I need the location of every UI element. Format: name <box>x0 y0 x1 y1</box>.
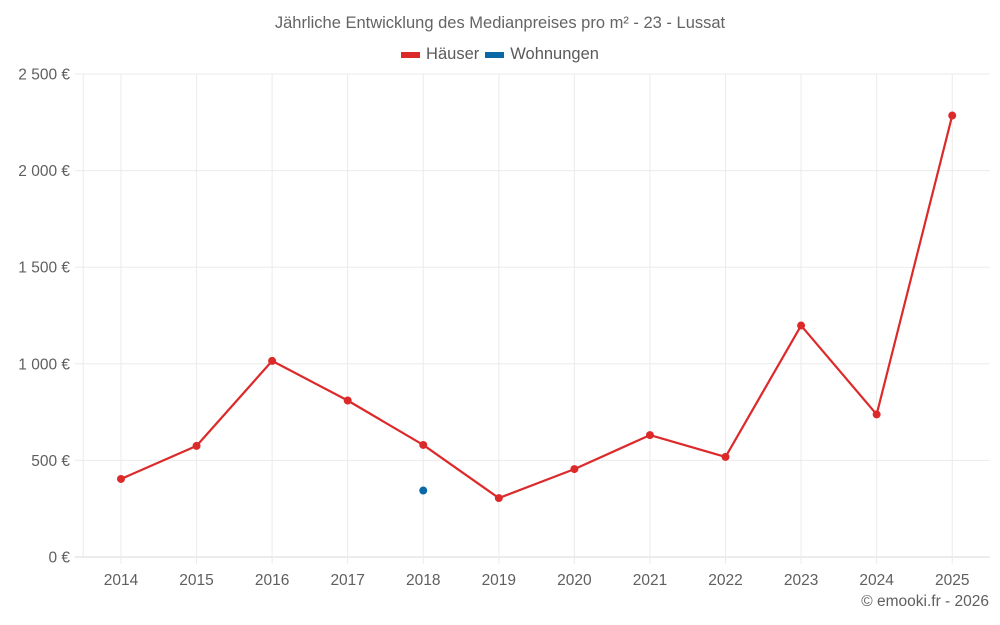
data-point[interactable] <box>872 410 881 419</box>
data-point[interactable] <box>343 396 352 405</box>
y-tick-label: 500 € <box>31 453 70 470</box>
data-point[interactable] <box>645 431 654 440</box>
x-tick-label: 2023 <box>784 572 818 589</box>
y-tick-label: 2 000 € <box>18 163 70 180</box>
data-series <box>116 111 957 503</box>
y-tick-label: 2 500 € <box>18 67 70 84</box>
x-tick-label: 2024 <box>859 572 894 589</box>
x-tick-label: 2014 <box>104 572 139 589</box>
x-tick-label: 2021 <box>633 572 667 589</box>
data-point[interactable] <box>494 494 503 503</box>
data-point[interactable] <box>948 111 957 120</box>
legend-swatch-wohnungen <box>485 51 505 58</box>
grid-lines <box>75 73 990 564</box>
data-point[interactable] <box>419 440 428 449</box>
x-tick-label: 2015 <box>179 572 213 589</box>
x-tick-label: 2022 <box>708 572 742 589</box>
legend-label-haeuser: Häuser <box>426 45 480 63</box>
data-point[interactable] <box>721 452 730 461</box>
y-tick-label: 0 € <box>48 550 70 567</box>
data-point[interactable] <box>116 474 125 483</box>
x-tick-label: 2019 <box>482 572 516 589</box>
series-line <box>120 115 954 500</box>
x-tick-label: 2017 <box>330 572 364 589</box>
x-tick-label: 2020 <box>557 572 592 589</box>
data-point[interactable] <box>419 486 428 495</box>
legend-item-wohnungen[interactable]: Wohnungen <box>485 45 599 64</box>
data-point[interactable] <box>268 356 277 365</box>
data-point[interactable] <box>797 321 806 330</box>
chart-title: Jährliche Entwicklung des Medianpreises … <box>274 14 726 32</box>
series-wohnungen <box>419 486 428 495</box>
x-tick-label: 2018 <box>406 572 440 589</box>
chart-legend: Häuser Wohnungen <box>0 45 1000 64</box>
data-point[interactable] <box>570 465 579 474</box>
legend-item-haeuser[interactable]: Häuser <box>401 45 479 64</box>
x-tick-label: 2025 <box>935 572 969 589</box>
legend-swatch-haeuser <box>401 51 421 58</box>
x-tick-label: 2016 <box>255 572 289 589</box>
data-point[interactable] <box>192 441 201 450</box>
copyright-credit: © emooki.fr - 2026 <box>861 593 989 610</box>
legend-label-wohnungen: Wohnungen <box>510 45 599 63</box>
series-häuser <box>116 111 957 503</box>
y-tick-label: 1 500 € <box>18 260 70 277</box>
y-axis: 0 € 500 € 1 000 € 1 500 € 2 000 € 2 500 € <box>18 67 70 567</box>
y-tick-label: 1 000 € <box>18 356 70 373</box>
x-axis: 2014 2015 2016 2017 2018 2019 2020 2021 2022 2023… <box>104 572 970 589</box>
